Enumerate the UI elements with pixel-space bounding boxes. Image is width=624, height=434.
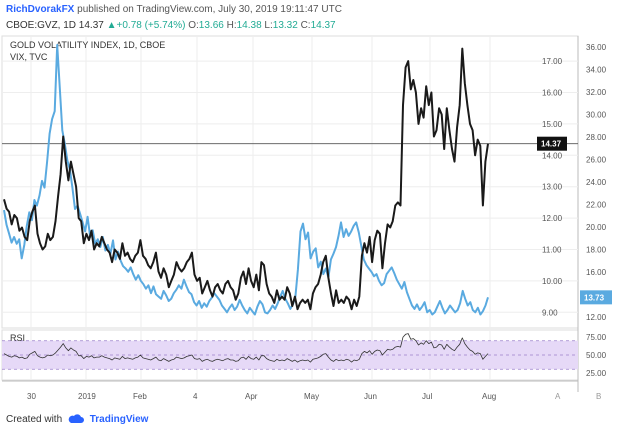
- right-axis-tick-label: 16.00: [586, 268, 607, 277]
- x-axis-tick-label: Apr: [245, 392, 258, 401]
- close-label: C:: [300, 20, 311, 31]
- gvz-last-badge: [537, 136, 567, 151]
- symbol-label: CBOE:GVZ, 1D: [6, 20, 77, 31]
- gvz-line: [3, 47, 489, 311]
- rsi-axis-tick-label: 25.00: [586, 369, 607, 378]
- high-value: 14.38: [236, 20, 262, 31]
- left-axis-tick-label: 13.00: [542, 183, 563, 192]
- right-axis-tick-label: 20.00: [586, 223, 607, 232]
- chart-header: RichDvorakFX published on TradingView.co…: [0, 0, 624, 40]
- close-value: 14.37: [310, 20, 336, 31]
- rsi-axis-ticks: 75.00 50.00 25.00: [586, 333, 607, 378]
- rsi-line: [3, 333, 489, 363]
- low-value: 13.32: [272, 20, 298, 31]
- right-axis-tick-label: 36.00: [586, 43, 607, 52]
- rsi-band-lines: [2, 340, 578, 370]
- chart-subtitle: VIX, TVC: [10, 52, 48, 62]
- x-axis-tick-label: Jun: [364, 392, 377, 401]
- x-axis-tick-label: 4: [193, 392, 198, 401]
- price-badges: 14.37 13.73: [537, 136, 612, 305]
- footer: Created with TradingView: [6, 414, 148, 425]
- tradingview-cloud-icon: [68, 414, 84, 424]
- left-axis-tick-label: 9.00: [542, 308, 558, 317]
- main-pane-frame: [1, 35, 579, 329]
- right-axis-tick-label: 22.00: [586, 200, 607, 209]
- right-axis-tick-label: 18.00: [586, 245, 607, 254]
- right-axis-tick-label: 26.00: [586, 156, 607, 165]
- left-axis-tick-label: 14.00: [542, 151, 563, 160]
- x-axis-tick-label: Feb: [133, 392, 147, 401]
- author-name[interactable]: RichDvorakFX: [6, 4, 75, 15]
- up-arrow-icon: ▲: [106, 20, 117, 31]
- series-layer: [3, 44, 489, 363]
- last-price: 14.37: [78, 20, 104, 31]
- gvz-last-label: 14.37: [541, 140, 562, 149]
- published-text: published on TradingView.com, July 30, 2…: [77, 4, 342, 15]
- left-axis-tick-label: 11.00: [542, 246, 562, 255]
- created-with-text: Created with: [6, 414, 63, 425]
- left-axis-tick-label: 15.00: [542, 120, 563, 129]
- right-axis-tick-label: 28.00: [586, 133, 607, 142]
- right-axis-tick-label: 30.00: [586, 111, 607, 120]
- rsi-axis-tick-label: 75.00: [586, 333, 607, 342]
- x-axis-tick-label: Jul: [422, 392, 432, 401]
- left-axis-tick-label: 12.00: [542, 214, 563, 223]
- rsi-axis-tick-label: 50.00: [586, 351, 607, 360]
- auto-scale-button[interactable]: A: [555, 392, 561, 401]
- left-axis-tick-label: 10.00: [542, 277, 563, 286]
- right-axis-tick-label: 12.00: [586, 313, 607, 322]
- log-scale-button[interactable]: B: [596, 392, 601, 401]
- scale-mode-buttons: A B: [555, 392, 601, 401]
- x-axis-tick-label: Aug: [482, 392, 496, 401]
- open-label: O:: [188, 20, 199, 31]
- right-axis-tick-label: 24.00: [586, 178, 607, 187]
- left-axis-tick-label: 17.00: [542, 57, 563, 66]
- right-axis-ticks: 36.00 34.00 32.00 30.00 28.00 26.00 24.00 22.00…: [586, 43, 607, 322]
- tradingview-brand[interactable]: TradingView: [89, 414, 149, 425]
- open-value: 13.66: [198, 20, 224, 31]
- price-change: +0.78 (+5.74%): [116, 20, 186, 31]
- right-axis-tick-label: 32.00: [586, 88, 607, 97]
- chart-canvas[interactable]: GOLD VOLATILITY INDEX, 1D, CBOE VIX, TVC…: [0, 0, 624, 414]
- vix-last-label: 13.73: [584, 293, 605, 302]
- vix-line: [3, 44, 489, 316]
- left-axis-ticks: 17.00 16.00 15.00 14.00 13.00 12.00 11.00 10.00…: [542, 57, 563, 317]
- publish-line: RichDvorakFX published on TradingView.co…: [6, 4, 342, 15]
- chart-title: GOLD VOLATILITY INDEX, 1D, CBOE: [10, 40, 165, 50]
- x-axis-tick-label: 2019: [78, 392, 96, 401]
- right-axis-tick-label: 34.00: [586, 66, 607, 75]
- x-axis-ticks: 30 2019 Feb 4 Apr May Jun Jul Aug: [27, 392, 496, 401]
- rsi-title: RSI: [10, 333, 25, 343]
- left-axis-tick-label: 16.00: [542, 89, 563, 98]
- vix-last-badge: [580, 290, 612, 305]
- low-label: L:: [264, 20, 273, 31]
- x-axis-tick-label: May: [304, 392, 319, 401]
- grid: [2, 36, 578, 380]
- x-axis-tick-label: 30: [27, 392, 36, 401]
- high-label: H:: [226, 20, 237, 31]
- symbol-line: CBOE:GVZ, 1D 14.37 ▲+0.78 (+5.74%) O:13.…: [6, 20, 336, 31]
